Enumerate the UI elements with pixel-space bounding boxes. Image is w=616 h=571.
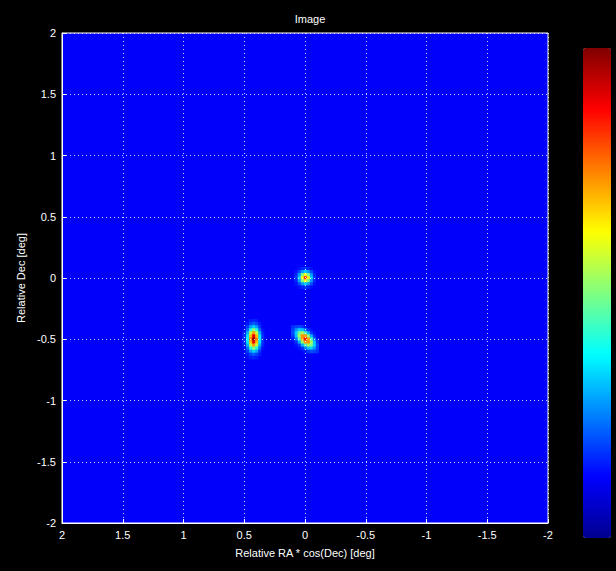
svg-text:-1: -1 — [422, 529, 432, 541]
svg-text:-2: -2 — [543, 529, 553, 541]
svg-text:Image: Image — [295, 13, 326, 25]
svg-text:1.5: 1.5 — [41, 88, 56, 100]
svg-text:-1.5: -1.5 — [37, 456, 56, 468]
svg-text:Relative RA * cos(Dec) [deg]: Relative RA * cos(Dec) [deg] — [235, 547, 374, 559]
svg-text:2: 2 — [50, 27, 56, 39]
svg-text:Relative Dec [deg]: Relative Dec [deg] — [15, 233, 27, 323]
svg-text:0.5: 0.5 — [237, 529, 252, 541]
svg-text:-0.5: -0.5 — [356, 529, 375, 541]
svg-text:-0.5: -0.5 — [37, 333, 56, 345]
svg-text:1: 1 — [180, 529, 186, 541]
svg-text:-1: -1 — [46, 395, 56, 407]
svg-text:-1.5: -1.5 — [478, 529, 497, 541]
svg-text:2: 2 — [59, 529, 65, 541]
svg-text:0: 0 — [50, 272, 56, 284]
svg-text:1.5: 1.5 — [115, 529, 130, 541]
svg-text:-2: -2 — [46, 517, 56, 529]
svg-text:0.5: 0.5 — [41, 211, 56, 223]
svg-text:1: 1 — [50, 150, 56, 162]
svg-text:0: 0 — [302, 529, 308, 541]
